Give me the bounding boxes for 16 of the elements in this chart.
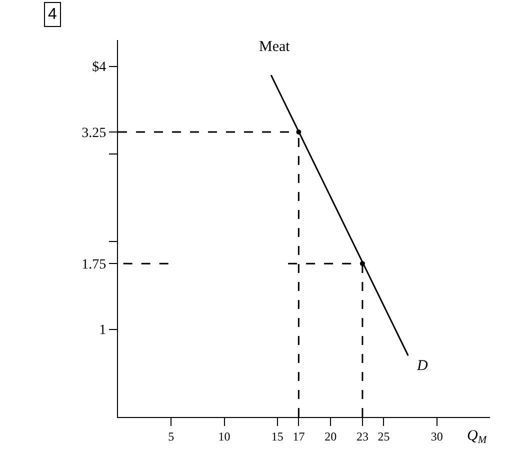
x-tick-label: 20: [324, 430, 337, 444]
x-tick-label: 10: [218, 430, 230, 444]
x-axis-title: Q$_{M}$: [467, 428, 488, 446]
x-tick-label: 25: [378, 430, 390, 444]
x-tick-label: 23: [356, 430, 368, 444]
x-tick-label: 30: [430, 430, 443, 444]
annotation: Meat: [259, 39, 291, 55]
x-tick-label: 17: [292, 430, 305, 444]
y-tick-label: 1: [99, 323, 106, 338]
y-tick-label: $4: [92, 60, 106, 76]
x-tick-label: 5: [168, 430, 174, 444]
annotation: D: [416, 358, 428, 374]
y-tick-label: 1.75: [82, 257, 106, 272]
x-tick-label: 15: [271, 430, 284, 444]
text: 4: [48, 6, 57, 23]
y-tick-label: 3.25: [82, 126, 106, 141]
